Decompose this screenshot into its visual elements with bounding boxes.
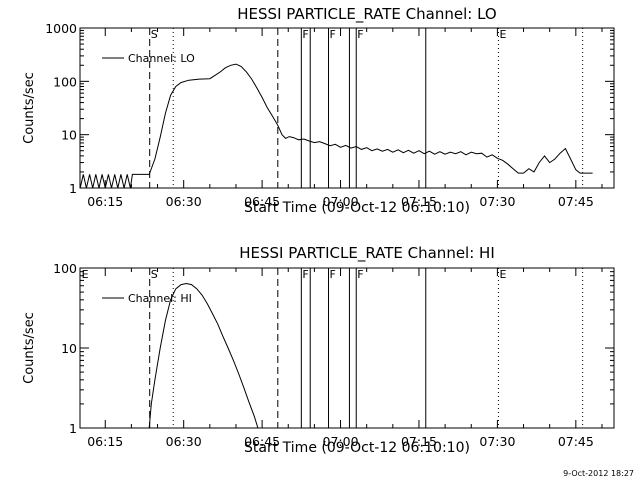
panel-hi: 06:15 06:30 06:45 07:00 07:15 07:30 07:45 1 10 10… — [22, 244, 615, 456]
event-marker-label: F — [357, 268, 363, 281]
y-tick-label: 10 — [61, 341, 77, 356]
event-marker-label: S — [151, 268, 158, 281]
x-tick-label: 06:45 — [244, 194, 280, 209]
chart-title: HESSI PARTICLE_RATE Channel: LO — [237, 5, 496, 24]
y-tick-label: 100 — [53, 261, 77, 276]
x-tick-label: 07:30 — [479, 194, 515, 209]
event-marker-label: F — [330, 28, 336, 41]
x-axis-label: Start Time (09-Oct-12 06:10:10) — [244, 200, 470, 216]
x-tick-label: 06:45 — [244, 434, 280, 449]
legend-label: Channel: LO — [128, 52, 195, 65]
x-tick-label: 07:15 — [401, 434, 437, 449]
x-tick-label: 07:45 — [558, 194, 594, 209]
series-line — [148, 282, 259, 428]
event-marker-label: E — [499, 268, 506, 281]
y-tick-label: 100 — [53, 74, 77, 89]
event-marker-label: F — [302, 268, 308, 281]
y-axis-label: Counts/sec — [22, 72, 37, 144]
legend-label: Channel: HI — [128, 292, 192, 305]
event-marker-label: E — [499, 28, 506, 41]
x-tick-label: 07:45 — [558, 434, 594, 449]
x-tick-label: 06:30 — [166, 194, 202, 209]
panel-lo: 06:15 06:30 06:45 07:00 07:15 07:30 07:45 1 10 10… — [22, 5, 615, 216]
event-marker-label: F — [330, 268, 336, 281]
x-axis-label: Start Time (09-Oct-12 06:10:10) — [244, 440, 470, 456]
event-marker-label: E — [82, 268, 89, 281]
x-tick-label: 07:00 — [323, 434, 359, 449]
series-line — [80, 63, 593, 188]
x-tick-label: 07:15 — [401, 194, 437, 209]
chart-title: HESSI PARTICLE_RATE Channel: HI — [239, 244, 495, 263]
event-marker-label: F — [357, 28, 363, 41]
event-marker-label: S — [151, 28, 158, 41]
y-tick-label: 10 — [61, 128, 77, 143]
x-tick-label: 06:15 — [87, 194, 123, 209]
y-tick-label: 1000 — [45, 21, 77, 36]
y-tick-label: 1 — [69, 421, 77, 436]
y-tick-label: 1 — [69, 181, 77, 196]
x-tick-label: 07:00 — [323, 194, 359, 209]
x-tick-label: 06:15 — [87, 434, 123, 449]
x-tick-label: 06:30 — [166, 434, 202, 449]
y-axis-label: Counts/sec — [22, 312, 37, 384]
x-tick-label: 07:30 — [479, 434, 515, 449]
plot-frame — [79, 27, 615, 189]
timestamp: 9-Oct-2012 18:27 — [563, 469, 634, 478]
event-marker-label: F — [302, 28, 308, 41]
